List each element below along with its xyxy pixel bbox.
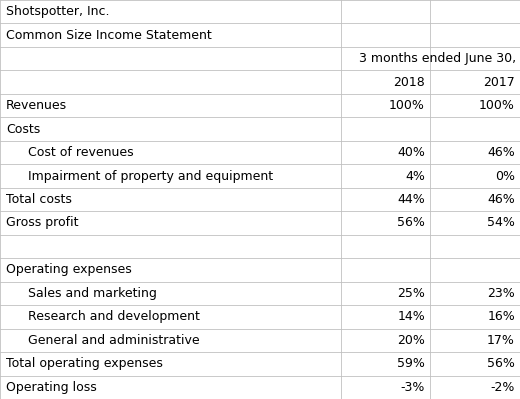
Text: 59%: 59% [397,357,425,370]
Text: 100%: 100% [479,99,515,112]
Text: 44%: 44% [397,193,425,206]
Text: Costs: Costs [6,122,40,136]
Text: 0%: 0% [495,170,515,182]
Text: Gross profit: Gross profit [6,217,79,229]
Text: Sales and marketing: Sales and marketing [20,287,157,300]
Text: General and administrative: General and administrative [20,334,200,347]
Text: 2018: 2018 [393,76,425,89]
Text: Revenues: Revenues [6,99,67,112]
Text: -3%: -3% [401,381,425,394]
Text: 54%: 54% [487,217,515,229]
Text: 46%: 46% [487,193,515,206]
Text: Common Size Income Statement: Common Size Income Statement [6,29,212,42]
Text: Impairment of property and equipment: Impairment of property and equipment [20,170,273,182]
Text: 3 months ended June 30,: 3 months ended June 30, [359,52,516,65]
Text: -2%: -2% [491,381,515,394]
Text: Shotspotter, Inc.: Shotspotter, Inc. [6,5,110,18]
Text: 20%: 20% [397,334,425,347]
Text: 4%: 4% [405,170,425,182]
Text: 40%: 40% [397,146,425,159]
Text: Cost of revenues: Cost of revenues [20,146,134,159]
Text: 46%: 46% [487,146,515,159]
Text: 23%: 23% [487,287,515,300]
Text: 2017: 2017 [483,76,515,89]
Text: Total costs: Total costs [6,193,72,206]
Text: 16%: 16% [487,310,515,323]
Text: 56%: 56% [397,217,425,229]
Text: 25%: 25% [397,287,425,300]
Text: Total operating expenses: Total operating expenses [6,357,163,370]
Text: Research and development: Research and development [20,310,200,323]
Text: Operating loss: Operating loss [6,381,97,394]
Text: Operating expenses: Operating expenses [6,263,132,277]
Text: 56%: 56% [487,357,515,370]
Text: 100%: 100% [389,99,425,112]
Text: 14%: 14% [397,310,425,323]
Text: 17%: 17% [487,334,515,347]
